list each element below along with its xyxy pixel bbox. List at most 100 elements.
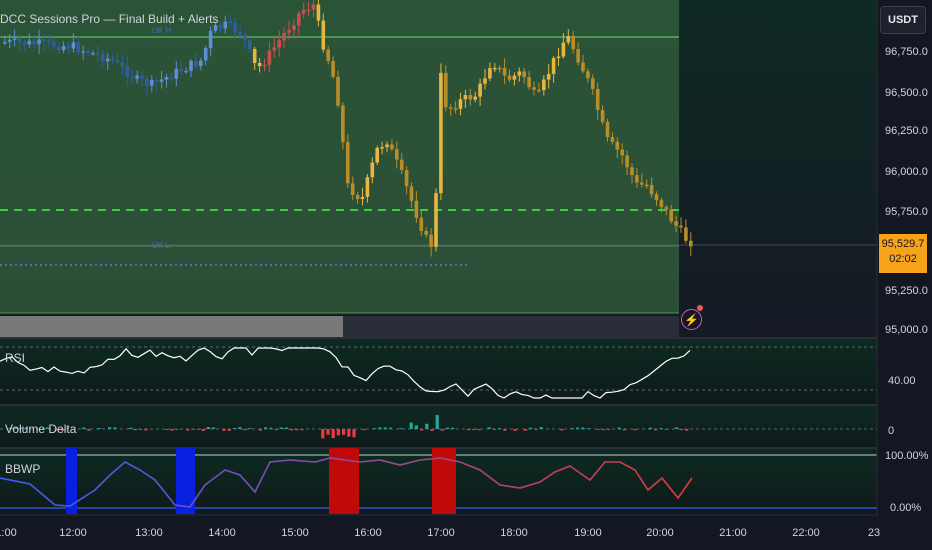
volume-delta-bar (373, 428, 377, 429)
candle-body (125, 66, 130, 78)
candle-body (179, 68, 183, 72)
candle-body (248, 40, 252, 50)
candle-body (71, 42, 76, 49)
volume-delta-bar (446, 427, 450, 429)
candle-body (380, 147, 384, 149)
candle-body (169, 77, 174, 79)
candle-body (101, 54, 105, 62)
volume-delta-bar (513, 429, 517, 431)
candle-body (419, 217, 424, 231)
volume-delta-bar (139, 429, 143, 430)
candle-body (399, 159, 404, 171)
price-tick-label: 95,250.0 (885, 285, 928, 297)
candle-body (154, 80, 159, 82)
candle-body (546, 73, 551, 80)
candle-body (458, 99, 463, 109)
volume-delta-bar (128, 427, 132, 429)
time-tick-label: 17:00 (427, 527, 455, 539)
candle-body (424, 230, 428, 235)
volume-delta-bar (9, 427, 13, 429)
volume-delta-bar (326, 429, 330, 435)
volume-delta-bar (498, 428, 502, 429)
volume-delta-bar (622, 429, 626, 431)
volume-delta-bar (170, 429, 174, 431)
volume-delta-bar (602, 429, 606, 431)
volume-delta-bar (451, 427, 455, 429)
candle-body (689, 240, 693, 247)
candle-body (502, 67, 507, 76)
volume-delta-bar (466, 429, 470, 431)
session-bar-dark (343, 316, 679, 337)
rsi-line (0, 347, 691, 399)
candle-body (42, 39, 46, 41)
volume-delta-label[interactable]: Volume Delta (5, 422, 77, 436)
candle-body (120, 61, 125, 67)
candle-body (581, 62, 585, 72)
volume-delta-bar (175, 429, 179, 430)
volume-delta-bar (144, 429, 148, 431)
candle-body (27, 40, 32, 45)
volume-delta-bar (274, 429, 278, 431)
price-tick-label: 96,250.0 (885, 125, 928, 137)
time-tick-label: 14:00 (208, 527, 236, 539)
candle-body (174, 68, 179, 79)
candle-body (644, 184, 649, 187)
candle-body (223, 21, 228, 29)
volume-delta-bar (165, 429, 169, 431)
volume-delta-bar (212, 427, 216, 429)
candle-body (522, 71, 526, 78)
candle-body (306, 9, 311, 12)
candle-body (52, 41, 56, 47)
candle-body (610, 137, 615, 142)
rsi-label[interactable]: RSI (5, 351, 26, 365)
volume-delta-bar (607, 429, 611, 430)
volume-delta-bar (300, 429, 304, 431)
candle-body (203, 48, 208, 61)
candle-body (414, 200, 419, 218)
candle-body (355, 194, 360, 200)
candle-body (159, 79, 164, 82)
volume-delta-bar (134, 429, 138, 431)
candle-body (130, 77, 134, 79)
candle-body (669, 209, 673, 222)
candle-body (267, 50, 272, 65)
volume-delta-bar (243, 429, 247, 431)
volume-delta-bar (97, 427, 101, 429)
volume-delta-bar (295, 429, 299, 431)
candle-body (434, 193, 438, 247)
candle-body (527, 77, 531, 88)
volume-delta-bar (534, 429, 538, 431)
candle-body (478, 83, 482, 97)
candle-body (390, 144, 394, 150)
volume-delta-bar (347, 429, 351, 437)
candle-body (488, 68, 492, 79)
volume-delta-bar (186, 429, 190, 431)
candle-body (91, 52, 95, 55)
candle-body (507, 75, 512, 80)
volume-delta-bar (113, 427, 117, 429)
volume-delta-bar (435, 415, 439, 429)
candle-body (135, 75, 139, 79)
volume-delta-bar (258, 429, 262, 431)
candle-body (140, 75, 144, 79)
candle-body (561, 42, 566, 57)
volume-delta-bar (487, 427, 491, 429)
rsi-value-label: 40.00 (888, 375, 916, 387)
volume-delta-bar (269, 427, 273, 429)
time-axis[interactable] (0, 516, 932, 550)
candle-body (615, 141, 620, 150)
indicator-title[interactable]: DCC Sessions Pro — Final Build + Alerts (0, 12, 219, 26)
candle-body (517, 71, 522, 76)
bbwp-label[interactable]: BBWP (5, 462, 41, 476)
volume-delta-bar (342, 429, 346, 435)
candle-body (630, 167, 634, 176)
lightning-icon[interactable]: ⚡ (681, 309, 702, 330)
currency-button[interactable]: USDT (880, 6, 926, 34)
volume-delta-bar (414, 425, 418, 429)
candle-body (453, 108, 458, 110)
volume-delta-bar (87, 429, 91, 431)
candle-body (331, 60, 335, 77)
candle-body (105, 58, 110, 62)
candle-body (56, 46, 61, 50)
